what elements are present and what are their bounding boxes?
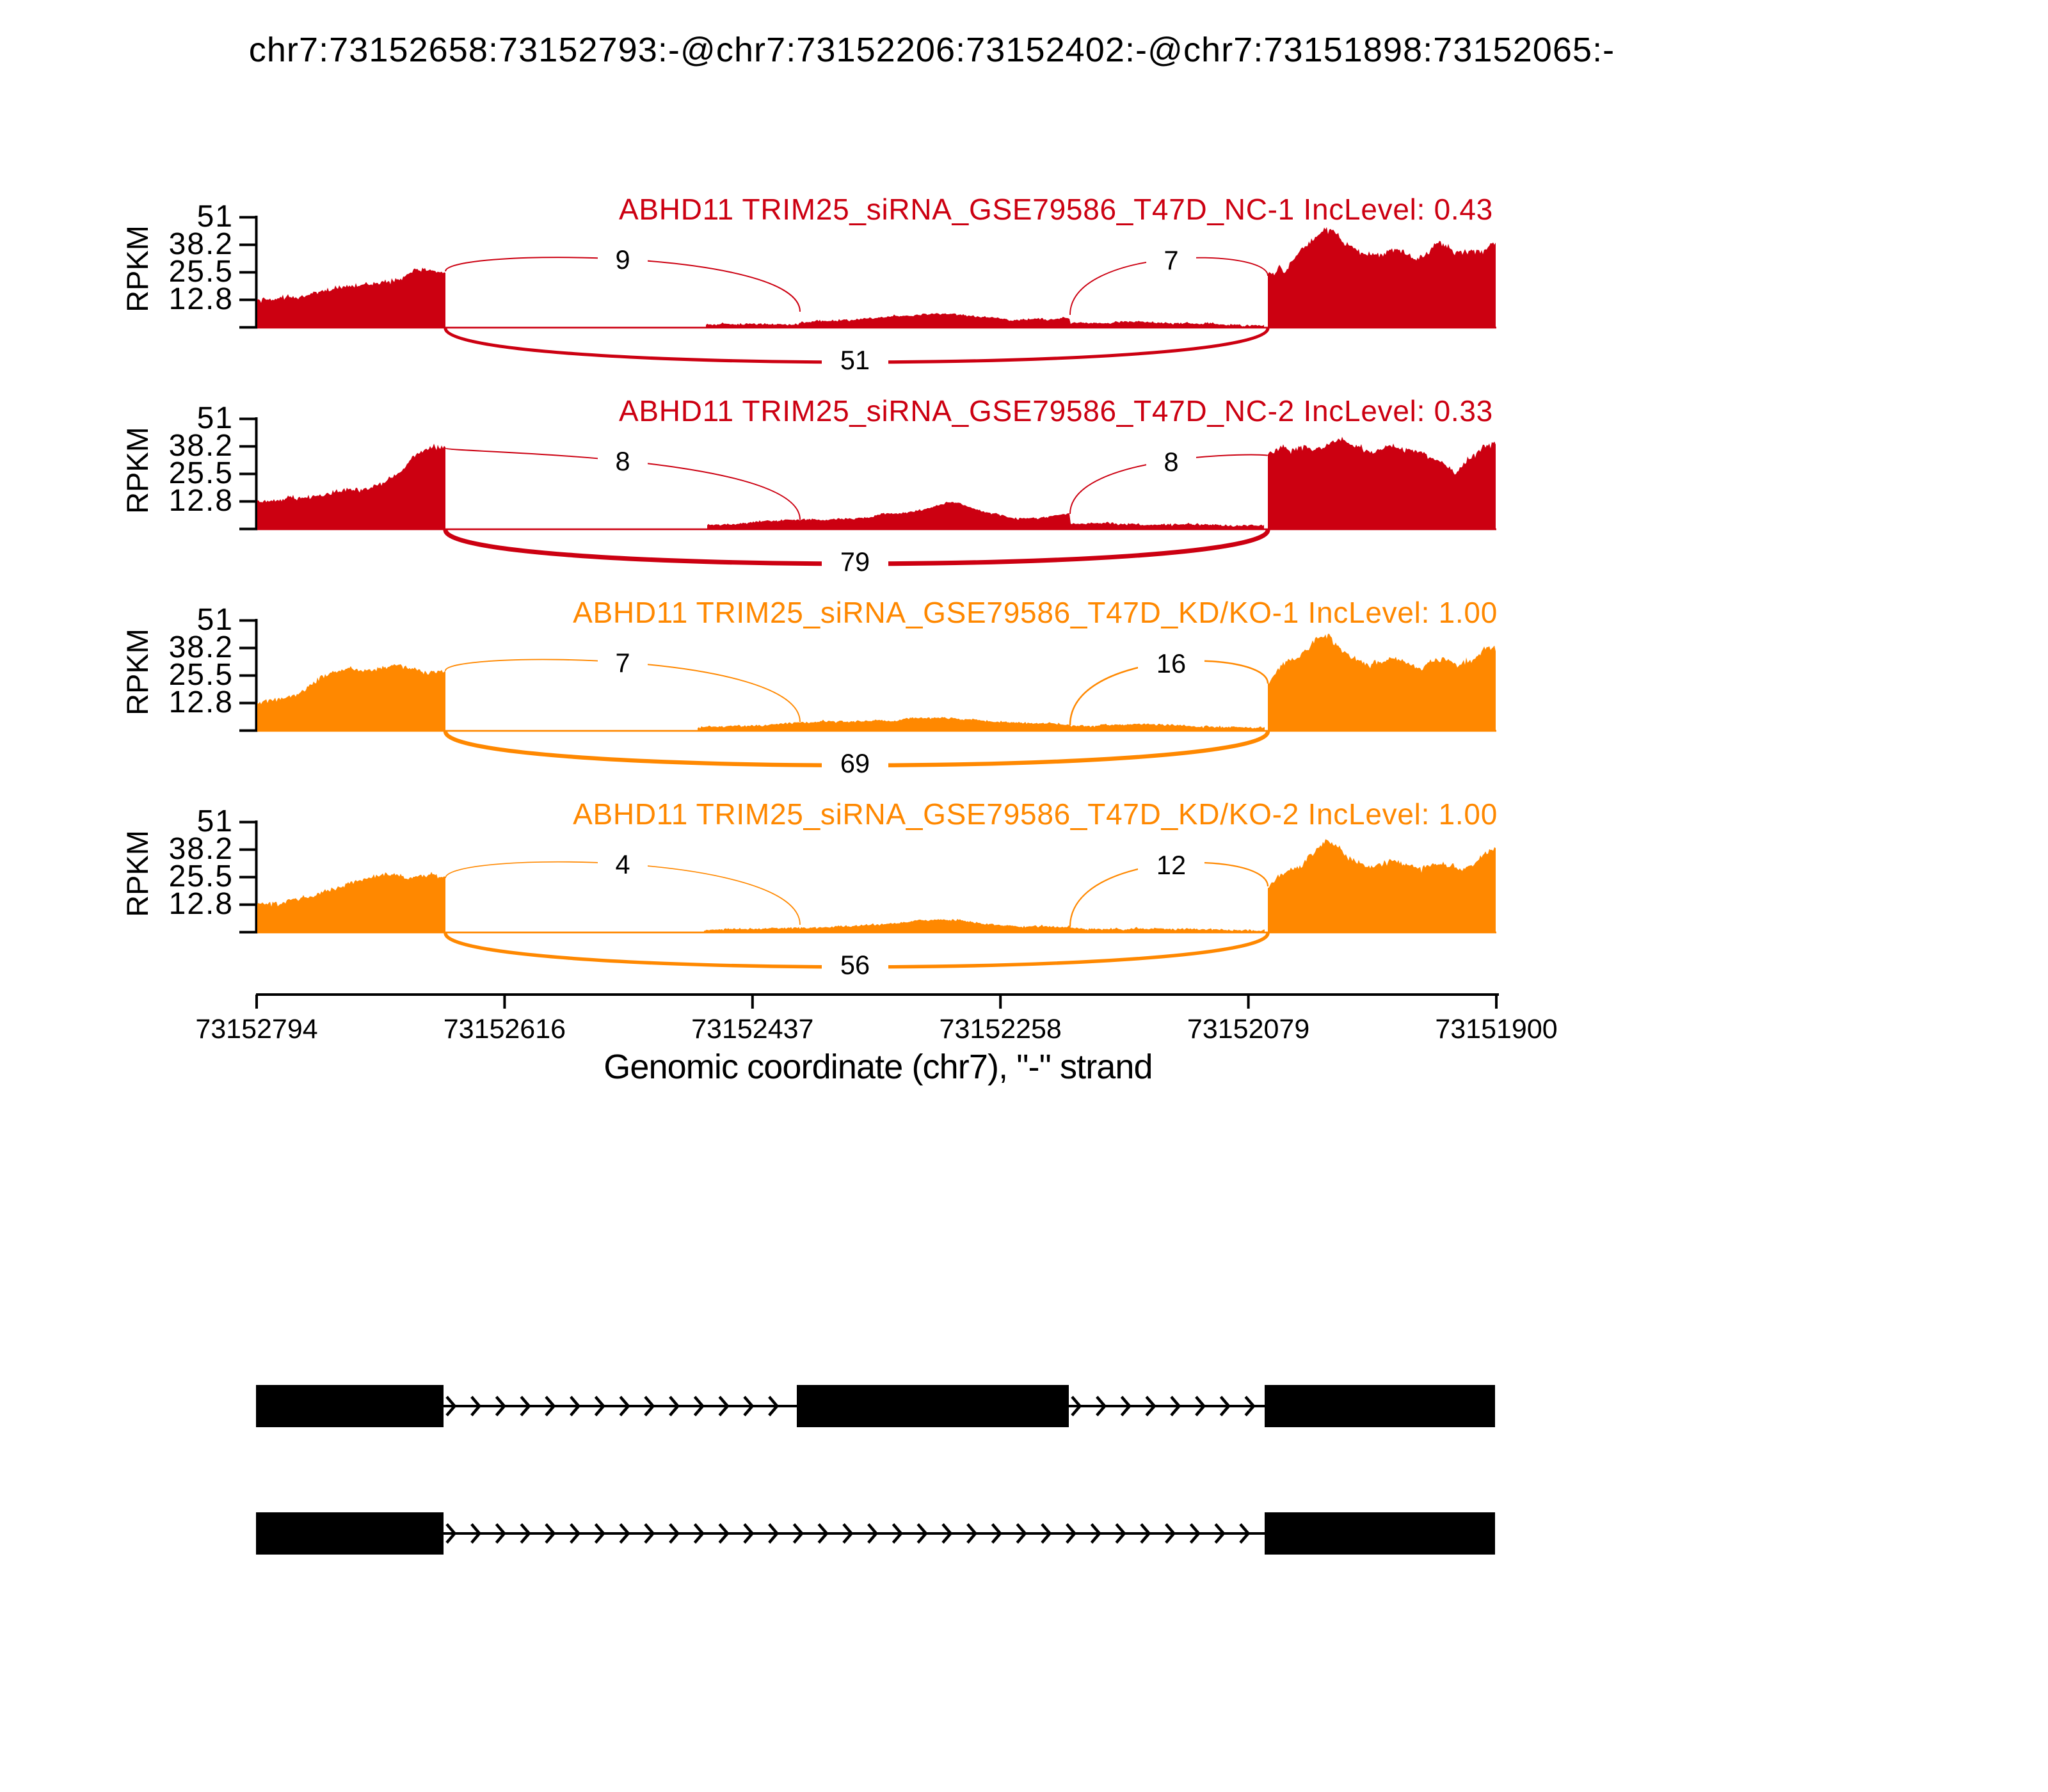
svg-text:12.8: 12.8 [169,685,234,719]
svg-text:73151900: 73151900 [1435,1014,1557,1044]
svg-text:73152794: 73152794 [195,1014,317,1044]
svg-text:38.2: 38.2 [169,630,234,664]
svg-text:RPKM: RPKM [120,830,154,917]
svg-text:12.8: 12.8 [169,484,234,518]
svg-text:25.5: 25.5 [169,658,234,692]
svg-text:73152437: 73152437 [691,1014,813,1044]
svg-text:8: 8 [1164,447,1178,477]
svg-text:51: 51 [197,401,234,435]
svg-text:73152258: 73152258 [940,1014,1062,1044]
svg-text:Genomic coordinate (chr7), "-": Genomic coordinate (chr7), "-" strand [604,1048,1152,1086]
svg-text:25.5: 25.5 [169,860,234,893]
svg-text:79: 79 [840,547,870,577]
svg-text:9: 9 [615,244,630,275]
svg-text:RPKM: RPKM [120,628,154,716]
svg-text:38.2: 38.2 [169,227,234,261]
svg-text:RPKM: RPKM [120,427,154,514]
svg-text:RPKM: RPKM [120,225,154,312]
svg-text:chr7:73152658:73152793:-@chr7:: chr7:73152658:73152793:-@chr7:73152206:7… [249,31,1615,69]
svg-text:69: 69 [840,748,870,778]
svg-text:56: 56 [840,950,870,980]
svg-text:7: 7 [615,648,630,678]
svg-text:38.2: 38.2 [169,429,234,463]
svg-text:51: 51 [197,200,234,234]
svg-text:73152616: 73152616 [444,1014,566,1044]
svg-text:51: 51 [197,603,234,637]
svg-text:ABHD11 TRIM25_siRNA_GSE79586_T: ABHD11 TRIM25_siRNA_GSE79586_T47D_KD/KO-… [573,797,1498,831]
svg-text:51: 51 [840,345,870,375]
svg-text:38.2: 38.2 [169,832,234,866]
svg-text:ABHD11 TRIM25_siRNA_GSE79586_T: ABHD11 TRIM25_siRNA_GSE79586_T47D_NC-2 I… [619,394,1493,428]
svg-text:73152079: 73152079 [1187,1014,1309,1044]
svg-text:12.8: 12.8 [169,282,234,316]
svg-text:ABHD11 TRIM25_siRNA_GSE79586_T: ABHD11 TRIM25_siRNA_GSE79586_T47D_KD/KO-… [573,596,1498,629]
svg-text:7: 7 [1164,245,1178,275]
svg-text:12.8: 12.8 [169,887,234,921]
svg-text:ABHD11 TRIM25_siRNA_GSE79586_T: ABHD11 TRIM25_siRNA_GSE79586_T47D_NC-1 I… [619,193,1493,226]
svg-text:8: 8 [615,446,630,476]
svg-text:25.5: 25.5 [169,255,234,289]
svg-text:51: 51 [197,804,234,838]
svg-text:4: 4 [615,849,630,879]
svg-text:16: 16 [1156,648,1186,678]
svg-text:25.5: 25.5 [169,456,234,490]
svg-text:12: 12 [1156,850,1186,880]
